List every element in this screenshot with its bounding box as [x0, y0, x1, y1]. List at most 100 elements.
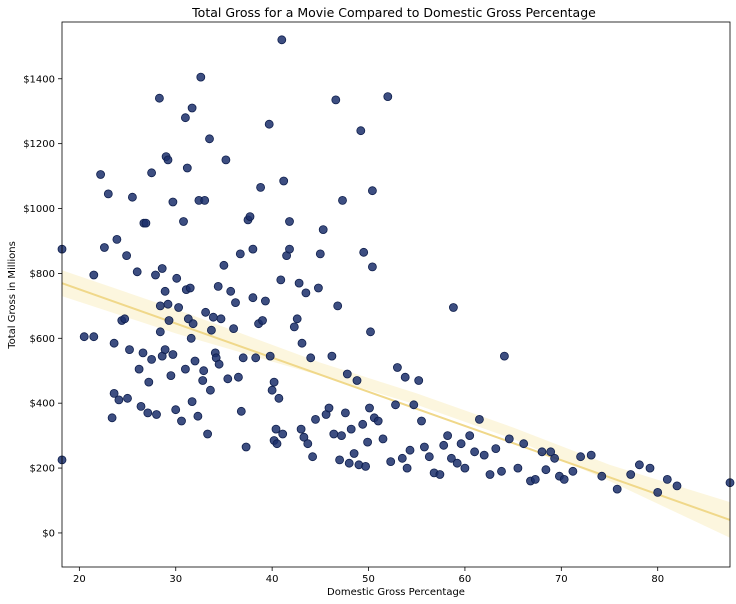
data-point — [352, 376, 362, 385]
data-point — [245, 212, 255, 222]
data-point — [112, 234, 122, 244]
y-tick-label: $0 — [42, 528, 55, 539]
data-point — [635, 460, 644, 470]
y-tick-label: $1200 — [23, 139, 55, 150]
y-axis-label: Total Gross in Millions — [7, 241, 18, 350]
data-point — [306, 353, 316, 363]
data-point — [174, 303, 184, 312]
data-point — [340, 408, 350, 418]
data-point — [435, 470, 445, 479]
data-point — [338, 195, 347, 205]
data-point — [497, 466, 506, 476]
data-point — [256, 182, 266, 192]
data-point — [586, 450, 596, 460]
data-point — [251, 353, 261, 363]
data-point — [193, 411, 203, 421]
data-point — [171, 405, 181, 415]
x-tick-label: 60 — [459, 574, 472, 585]
data-point — [272, 439, 282, 449]
data-point — [446, 453, 456, 463]
data-point — [297, 338, 307, 348]
data-point — [180, 113, 190, 123]
data-point — [417, 416, 426, 426]
data-point — [285, 244, 294, 254]
data-points — [57, 35, 735, 497]
data-point — [185, 283, 195, 293]
data-point — [187, 103, 197, 113]
data-point — [568, 466, 578, 476]
data-point — [550, 453, 559, 463]
data-point — [386, 457, 396, 467]
data-point — [460, 463, 470, 473]
data-point — [200, 195, 210, 205]
data-point — [576, 452, 585, 462]
data-point — [308, 452, 318, 462]
data-point — [260, 296, 270, 306]
data-point — [198, 376, 208, 385]
data-point — [289, 322, 299, 332]
data-point — [645, 463, 655, 473]
data-point — [157, 264, 167, 273]
data-point — [132, 267, 142, 277]
x-tick-label: 30 — [169, 574, 182, 585]
confidence-band — [62, 270, 730, 538]
data-point — [474, 414, 484, 424]
data-point — [147, 354, 157, 364]
data-point — [248, 244, 258, 254]
data-point — [546, 447, 556, 457]
data-point — [342, 369, 352, 379]
data-point — [559, 474, 569, 484]
data-point — [136, 401, 146, 411]
confidence-band-area — [62, 270, 730, 538]
data-point — [361, 461, 371, 471]
data-point — [327, 351, 337, 361]
data-point — [541, 465, 551, 475]
data-point — [221, 155, 231, 165]
data-point — [465, 431, 475, 441]
data-point — [236, 406, 246, 416]
data-point — [107, 413, 117, 423]
data-point — [409, 400, 419, 410]
data-point — [241, 442, 251, 452]
y-tick-label: $400 — [30, 399, 55, 410]
data-point — [346, 424, 356, 434]
data-point — [114, 395, 124, 405]
data-point — [213, 281, 223, 291]
data-point — [233, 372, 243, 382]
data-point — [424, 452, 434, 462]
data-point — [160, 286, 170, 296]
data-point — [147, 168, 157, 178]
data-point — [513, 463, 523, 473]
data-point — [292, 314, 302, 324]
data-point — [205, 385, 215, 395]
data-point — [278, 429, 288, 439]
data-point — [231, 298, 240, 308]
data-point — [168, 197, 178, 207]
data-point — [190, 356, 200, 366]
data-point — [96, 170, 105, 179]
data-point — [378, 434, 388, 444]
data-point — [89, 332, 99, 342]
x-tick-label: 70 — [555, 574, 568, 585]
x-tick-label: 20 — [73, 574, 86, 585]
data-point — [229, 324, 239, 334]
data-point — [155, 301, 165, 311]
data-point — [653, 487, 663, 497]
data-point — [141, 218, 151, 228]
data-point — [226, 286, 236, 296]
data-point — [537, 447, 547, 457]
x-tick-label: 80 — [651, 574, 664, 585]
data-point — [248, 293, 258, 303]
data-point — [276, 275, 286, 285]
data-point — [196, 72, 206, 82]
x-tick-label: 50 — [362, 574, 375, 585]
data-point — [109, 338, 119, 348]
y-tick-label: $800 — [30, 269, 55, 280]
data-point — [216, 314, 226, 324]
data-point — [125, 345, 134, 355]
data-point — [188, 319, 198, 329]
data-point — [177, 416, 186, 426]
data-point — [269, 377, 279, 387]
data-point — [391, 400, 400, 410]
data-point — [163, 155, 173, 165]
